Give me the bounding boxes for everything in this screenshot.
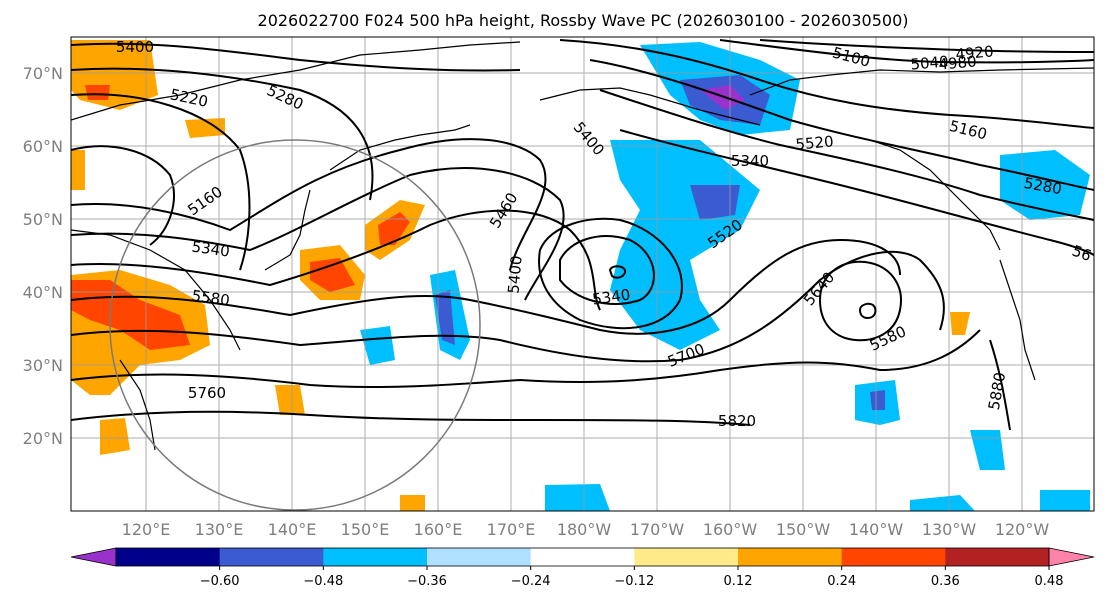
colorbar-tick-label: 0.12 bbox=[724, 574, 753, 589]
lat-label: 20°N bbox=[23, 429, 63, 448]
colorbar-frame bbox=[115, 547, 1050, 567]
lon-label: 130°W bbox=[922, 520, 977, 539]
contour-label: 5400 bbox=[116, 38, 154, 56]
radius-circle bbox=[109, 139, 481, 511]
lat-label: 30°N bbox=[23, 356, 63, 375]
contour-label: 5580 bbox=[191, 286, 231, 309]
lon-label: 140°W bbox=[849, 520, 904, 539]
height-contours bbox=[71, 39, 1094, 431]
lon-label: 160°E bbox=[414, 520, 463, 539]
lon-label: 120°E bbox=[122, 520, 171, 539]
lon-label: 120°W bbox=[995, 520, 1050, 539]
colorbar-tick-label: 0.36 bbox=[931, 574, 960, 589]
colorbar-tick-label: 0.48 bbox=[1035, 574, 1064, 589]
contour-label: 56 bbox=[1070, 242, 1094, 265]
latitude-labels: 70°N 60°N 50°N 40°N 30°N 20°N bbox=[23, 64, 63, 448]
colorbar-segment bbox=[219, 548, 324, 566]
colorbar-tick-label: −0.24 bbox=[511, 574, 551, 589]
colorbar-tick-label: −0.60 bbox=[200, 574, 240, 589]
colorbar-segment bbox=[427, 548, 532, 566]
colorbar-segment bbox=[323, 548, 428, 566]
lon-label: 170°E bbox=[487, 520, 536, 539]
contour-label: 5340 bbox=[731, 152, 769, 170]
contour-label: 4920 bbox=[955, 42, 995, 63]
lon-label: 150°W bbox=[776, 520, 831, 539]
lon-label: 180°W bbox=[557, 520, 612, 539]
colorbar-tick-label: −0.48 bbox=[303, 574, 343, 589]
lon-label: 130°E bbox=[195, 520, 244, 539]
negative-anomaly-shading bbox=[360, 42, 1090, 511]
colorbar-tick-label: −0.36 bbox=[407, 574, 447, 589]
map-frame bbox=[70, 36, 1095, 512]
lat-label: 70°N bbox=[23, 64, 63, 83]
lon-label: 140°E bbox=[268, 520, 317, 539]
colorbar-segment bbox=[116, 548, 221, 566]
lat-label: 40°N bbox=[23, 283, 63, 302]
colorbar-extend-high bbox=[1048, 547, 1095, 567]
contour-label: 5040 bbox=[910, 52, 950, 73]
colorbar-segment bbox=[530, 548, 635, 566]
longitude-labels: 120°E 130°E 140°E 150°E 160°E 170°E 180°… bbox=[122, 520, 1050, 539]
colorbar-segment bbox=[738, 548, 843, 566]
contour-label: 5820 bbox=[718, 412, 756, 430]
colorbar-ticks: −0.60 −0.48 −0.36 −0.24 −0.12 0.12 0.24 0.36 0.4… bbox=[200, 566, 1064, 589]
lat-label: 60°N bbox=[23, 137, 63, 156]
contour-label: 5340 bbox=[191, 237, 231, 260]
lon-label: 160°W bbox=[703, 520, 758, 539]
map-gridlines bbox=[71, 37, 1094, 511]
colorbar-extend-low bbox=[70, 547, 117, 567]
lon-label: 150°E bbox=[341, 520, 390, 539]
contour-label: 4980 bbox=[938, 52, 978, 73]
colorbar-segment bbox=[945, 548, 1050, 566]
contour-label: 5520 bbox=[795, 132, 835, 153]
lon-label: 170°W bbox=[630, 520, 685, 539]
colorbar-segment bbox=[634, 548, 739, 566]
map-area: 5400 4920 5040 4980 5100 5220 5280 5160 … bbox=[71, 37, 1094, 511]
colorbar-tick-label: −0.12 bbox=[614, 574, 654, 589]
contour-label: 5400 bbox=[504, 255, 525, 295]
colorbar bbox=[70, 547, 1095, 567]
colorbar-segment bbox=[841, 548, 946, 566]
positive-anomaly-shading bbox=[71, 40, 970, 511]
contour-label: 5760 bbox=[188, 384, 226, 402]
lat-label: 50°N bbox=[23, 210, 63, 229]
contour-label: 5340 bbox=[591, 285, 631, 308]
colorbar-tick-label: 0.24 bbox=[827, 574, 856, 589]
map-title: 2026022700 F024 500 hPa height, Rossby W… bbox=[258, 11, 909, 30]
